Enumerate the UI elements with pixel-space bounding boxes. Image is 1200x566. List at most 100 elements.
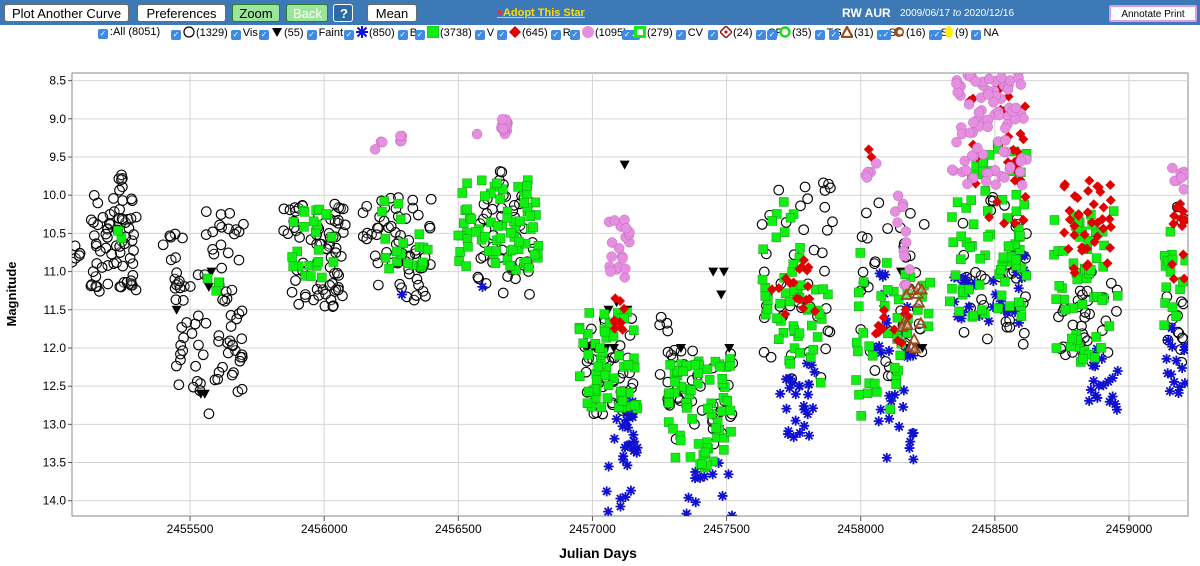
v-point [113,226,123,236]
v-point [299,222,309,232]
checkbox-r[interactable]: ✓ [497,30,507,40]
v-point [717,406,728,417]
i-point [1000,135,1011,146]
b-point [902,351,913,362]
star-blue-icon [356,26,369,40]
checkbox-label-r[interactable]: ✓ [550,30,561,40]
i-point [395,130,406,142]
sr-point [908,341,922,354]
v-point [574,324,585,335]
b-point [804,430,815,441]
checkbox-label-b[interactable]: ✓ [397,30,408,40]
checkbox-label-v[interactable]: ✓ [474,30,485,40]
vis-point [765,351,777,363]
v-point [528,222,538,232]
checkbox-all[interactable]: ✓ [98,29,108,39]
b-point [988,302,999,313]
i-point [1010,102,1022,114]
v-point [490,258,501,268]
vis-point [96,262,108,273]
checkbox-vis[interactable]: ✓ [171,30,181,40]
v-point [808,344,819,355]
v-point [785,213,796,223]
checkbox-faint[interactable]: ✓ [259,30,269,40]
v-point [1011,254,1021,265]
vis-point [825,182,836,194]
checkbox-label-faint[interactable]: ✓ [306,30,317,40]
r-point [873,327,884,338]
checkbox-i[interactable]: ✓ [570,30,580,40]
adopt-star-link[interactable]: ♥Adopt This Star [497,7,585,19]
checkbox-label-na[interactable]: ✓ [971,30,982,40]
r-point [804,293,815,304]
vis-point [799,181,811,193]
adopt-star-label[interactable]: Adopt This Star [502,7,585,19]
v-point [690,360,700,370]
v-point [795,348,805,358]
r-point [999,218,1010,229]
b-point [806,360,817,371]
r-point [1088,199,1099,210]
zoom-button[interactable]: Zoom [232,4,280,22]
checkbox-na[interactable]: ✓ [932,30,942,40]
vis-point [773,184,785,196]
checkbox-tg[interactable]: ✓ [767,30,777,40]
r-point [1180,214,1188,225]
mean-button[interactable]: Mean [367,4,417,22]
i-point [377,136,388,148]
vis-point [130,284,142,296]
annotate-print-button[interactable]: Annotate Print [1109,5,1197,22]
vis-point [189,318,201,330]
v-point [700,447,711,458]
i-point [964,127,976,138]
b-point [874,341,885,352]
b-point [1103,376,1114,387]
checkbox-label-cr[interactable]: ✓ [755,30,766,40]
v-point [975,254,986,264]
checkbox-v[interactable]: ✓ [415,30,425,40]
vis-point [819,185,831,196]
v-point [326,232,337,242]
r-point [1168,218,1179,229]
r-point [1098,202,1109,213]
vis-point [157,239,169,251]
v-point [1077,299,1088,310]
b-point [788,432,799,443]
plot-another-curve-button[interactable]: Plot Another Curve [4,4,129,22]
vis-point [970,267,981,278]
v-point [794,328,805,338]
b-point [1088,375,1099,386]
checkbox-cv[interactable]: ✓ [622,30,632,40]
checkbox-label-cv[interactable]: ✓ [675,30,686,40]
vis-point [290,275,301,286]
i-point [946,164,958,175]
b-point [809,366,820,377]
help-button[interactable]: ? [333,4,353,22]
checkbox-label-vis[interactable]: ✓ [230,30,241,40]
v-point [575,371,585,382]
preferences-button[interactable]: Preferences [137,4,226,22]
v-point [968,310,979,321]
v-point [670,377,680,387]
v-point [678,366,688,377]
checkbox-si[interactable]: ✓ [881,30,891,40]
i-point [892,190,904,201]
sr-point [915,282,929,295]
vis-point [654,369,666,380]
vis-point [73,250,85,261]
v-point [384,263,394,274]
checkbox-cr[interactable]: ✓ [708,30,718,40]
r-point [1069,230,1080,241]
i-point [899,250,910,262]
v-point [702,364,713,375]
checkbox-sr[interactable]: ✓ [829,30,839,40]
v-point [870,378,880,389]
checkbox-b[interactable]: ✓ [344,30,354,40]
vis-point [127,258,139,269]
vis-point [857,266,869,278]
legend-item-v: ✓ (3738) ✓ V [415,26,494,40]
back-button[interactable]: Back [286,4,328,22]
checkbox-label-tg[interactable]: ✓ [814,30,825,40]
v-point [757,274,768,285]
light-curve-plot[interactable]: 8.5 9.0 9.5 10.0 10.5 11.0 11.5 12.0 12.5 13.0 13.… [0,40,1200,566]
